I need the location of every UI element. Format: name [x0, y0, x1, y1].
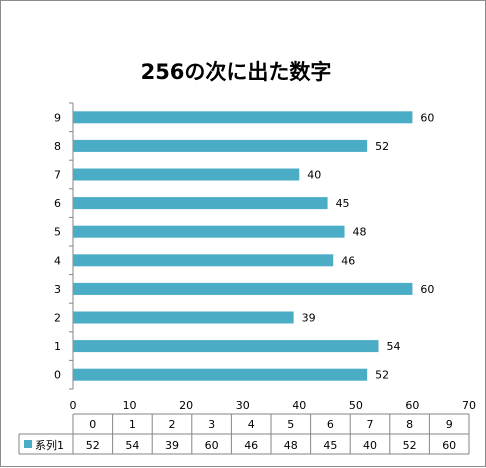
chart-title: 256の次に出た数字: [141, 60, 332, 84]
category-label: 0: [54, 369, 61, 382]
data-label: 46: [341, 254, 355, 267]
data-label: 54: [386, 340, 400, 353]
bar-category-0: [73, 368, 368, 381]
table-category-cell: 9: [446, 418, 453, 431]
bar-category-5: [73, 225, 345, 238]
x-tick-label: 30: [236, 399, 250, 412]
data-label: 52: [375, 140, 389, 153]
series-name: 系列1: [35, 438, 64, 452]
category-label: 2: [54, 312, 61, 325]
category-label: 9: [54, 111, 61, 124]
x-tick-label: 60: [405, 399, 419, 412]
table-category-cell: 1: [129, 418, 136, 431]
x-tick-label: 10: [123, 399, 137, 412]
category-label: 7: [54, 169, 61, 182]
category-label: 4: [54, 254, 61, 267]
table-value-cell: 52: [403, 439, 417, 452]
data-label: 60: [420, 111, 434, 124]
bar-category-7: [73, 168, 300, 181]
table-value-cell: 45: [323, 439, 337, 452]
data-label: 39: [302, 312, 316, 325]
table-value-cell: 46: [244, 439, 258, 452]
category-label: 6: [54, 197, 61, 210]
table-value-cell: 48: [284, 439, 298, 452]
table-category-cell: 6: [327, 418, 334, 431]
plot-area: 0 52 1 54 2 39 3 60 4 46 5 48 6 45 7 40 8 52 9 60 0 10 20 30 40 5…: [54, 102, 476, 412]
x-tick-label: 70: [462, 399, 476, 412]
table-value-cell: 52: [86, 439, 100, 452]
bar-category-3: [73, 282, 413, 295]
data-label: 60: [420, 283, 434, 296]
bar-category-8: [73, 139, 368, 152]
table-category-cell: 7: [367, 418, 374, 431]
legend-key: [24, 440, 32, 448]
data-label: 48: [353, 226, 367, 239]
data-label: 52: [375, 369, 389, 382]
table-category-cell: 2: [169, 418, 176, 431]
category-label: 5: [54, 226, 61, 239]
table-value-cell: 60: [442, 439, 456, 452]
bar-category-9: [73, 111, 413, 124]
category-label: 8: [54, 140, 61, 153]
table-value-cell: 40: [363, 439, 377, 452]
bar-category-2: [73, 311, 294, 324]
table-category-cell: 5: [287, 418, 294, 431]
table-category-cell: 0: [89, 418, 96, 431]
bar-category-1: [73, 340, 379, 353]
table-value-cell: 39: [165, 439, 179, 452]
x-tick-label: 0: [70, 399, 77, 412]
data-label: 40: [307, 169, 321, 182]
table-category-cell: 4: [248, 418, 255, 431]
x-tick-label: 20: [179, 399, 193, 412]
bar-category-4: [73, 254, 334, 267]
category-label: 1: [54, 340, 61, 353]
data-table: 0 52 1 54 2 39 3 60 4 46 5 48 6 45 7 40 8 52 9 60 系列1: [18, 413, 470, 455]
table-category-cell: 8: [406, 418, 413, 431]
x-tick-label: 50: [349, 399, 363, 412]
category-label: 3: [54, 283, 61, 296]
table-value-cell: 54: [125, 439, 139, 452]
data-label: 45: [336, 197, 350, 210]
x-tick-label: 40: [292, 399, 306, 412]
bar-category-6: [73, 197, 328, 210]
table-value-cell: 60: [205, 439, 219, 452]
table-category-cell: 3: [208, 418, 215, 431]
